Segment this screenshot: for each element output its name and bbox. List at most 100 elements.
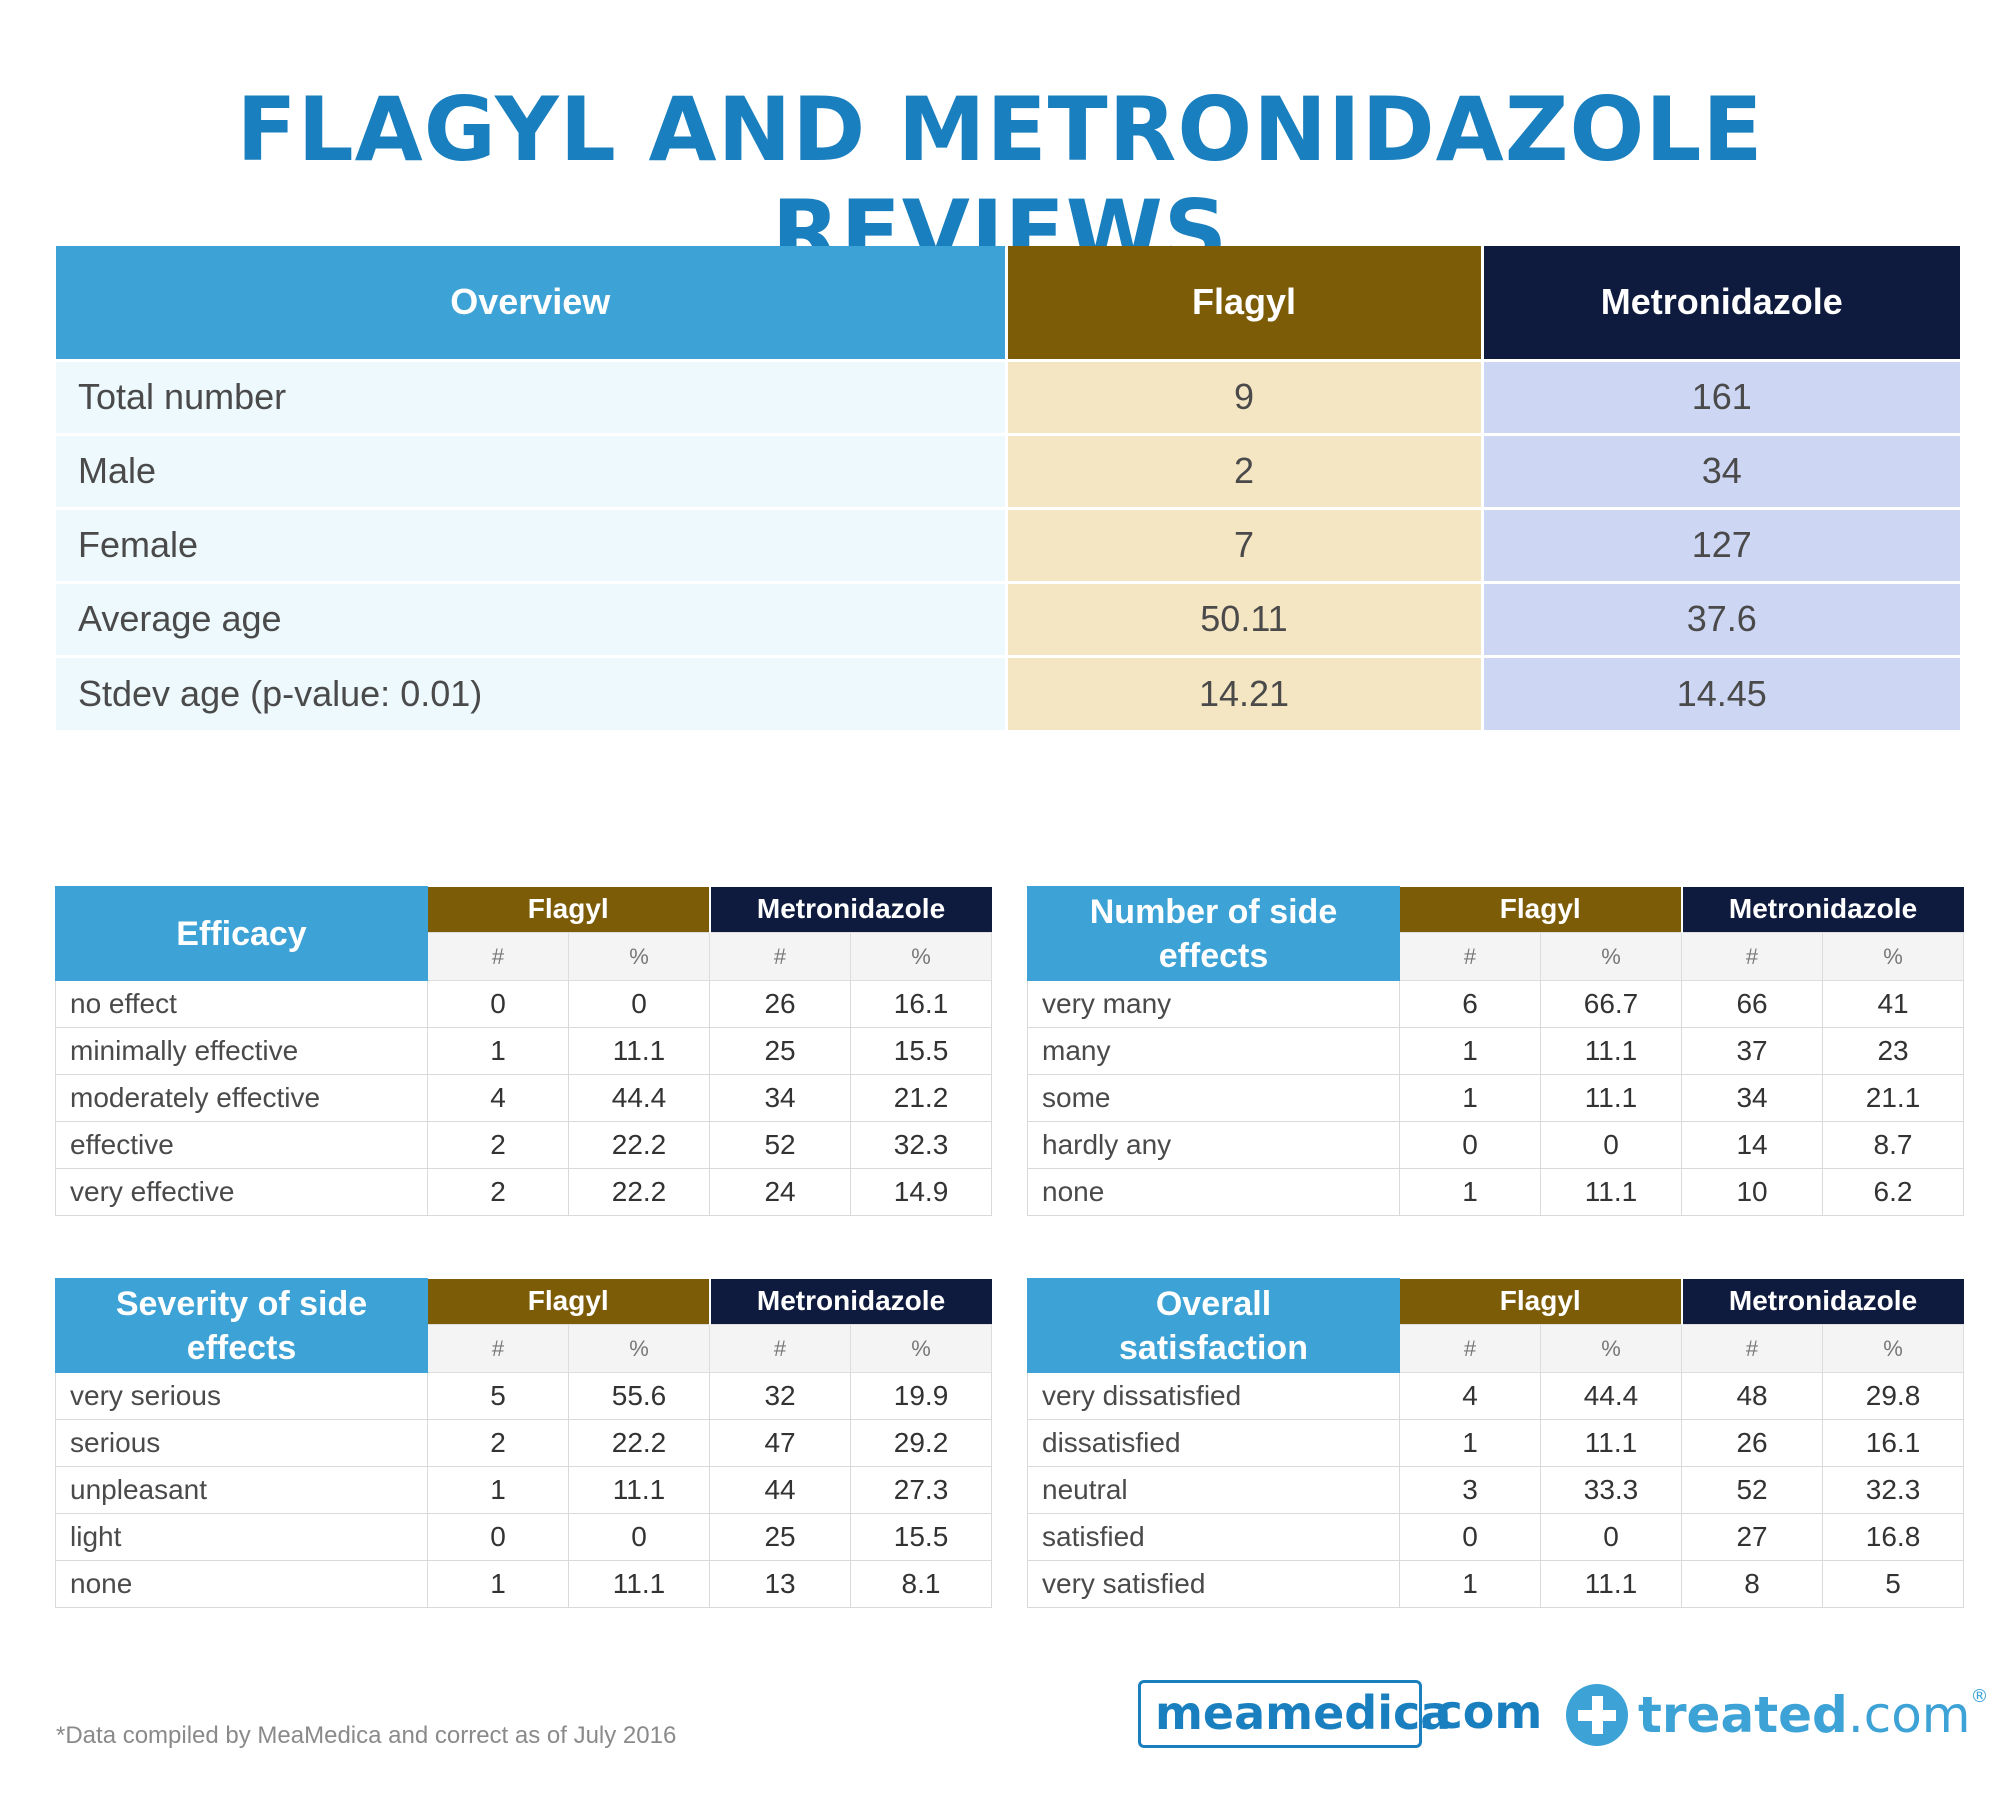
cell-value: 11.1	[1539, 1027, 1683, 1075]
row-label: dissatisfied	[1027, 1419, 1400, 1467]
flagyl-header: Flagyl	[427, 1278, 710, 1325]
cell-value: 0	[1399, 1121, 1541, 1169]
overall-satisfaction-table: Overall satisfaction Flagyl Metronidazole #…	[1027, 1278, 1965, 1608]
cell-value: 55.6	[567, 1372, 711, 1420]
cell-value: 2	[427, 1168, 569, 1216]
row-label: neutral	[1027, 1466, 1400, 1514]
number-of-side-effects-table: Number of side effects Flagyl Metronidazol…	[1027, 886, 1965, 1216]
overview-row-label: Average age	[56, 580, 1006, 656]
row-label: no effect	[55, 980, 428, 1028]
table-row: minimally effective 1 11.1 25 15.5	[55, 1027, 993, 1075]
table-row: none 1 11.1 10 6.2	[1027, 1168, 1965, 1216]
cell-value: 1	[1399, 1027, 1541, 1075]
cell-value: 1	[1399, 1168, 1541, 1216]
count-subheader: #	[709, 1324, 852, 1373]
row-label: very serious	[55, 1372, 428, 1420]
meamedica-logo-suffix: .com	[1418, 1685, 1543, 1739]
cell-value: 26	[709, 980, 852, 1028]
cell-value: 52	[709, 1121, 852, 1169]
meamedica-logo[interactable]: meamedica	[1138, 1680, 1451, 1748]
cell-value: 32.3	[1822, 1466, 1965, 1514]
table-header-row: Efficacy Flagyl Metronidazole	[55, 886, 992, 981]
table-row: very dissatisfied 4 44.4 48 29.8	[1027, 1372, 1965, 1420]
row-label: serious	[55, 1419, 428, 1467]
overview-flagyl-value: 9	[1004, 358, 1482, 434]
percent-subheader: %	[1539, 1324, 1683, 1373]
metronidazole-header: Metronidazole	[708, 886, 992, 933]
table-row: hardly any 0 0 14 8.7	[1027, 1121, 1965, 1169]
table-header-row: Number of side effects Flagyl Metronidazol…	[1027, 886, 1964, 981]
cell-value: 16.1	[850, 980, 993, 1028]
percent-subheader: %	[567, 1324, 711, 1373]
row-label: very dissatisfied	[1027, 1372, 1400, 1420]
cell-value: 1	[427, 1466, 569, 1514]
treated-logo[interactable]: treated.com®	[1566, 1680, 1989, 1750]
percent-subheader: %	[1822, 1324, 1965, 1373]
count-subheader: #	[1681, 932, 1824, 981]
cell-value: 14.9	[850, 1168, 993, 1216]
percent-subheader: %	[850, 932, 993, 981]
treated-logo-name: treated	[1638, 1686, 1848, 1744]
cell-value: 15.5	[850, 1027, 993, 1075]
cell-value: 6.2	[1822, 1168, 1965, 1216]
overview-table: Overview Flagyl Metronidazole Total numb…	[56, 246, 1960, 730]
overview-row-label: Female	[56, 506, 1006, 582]
plus-circle-icon	[1566, 1684, 1628, 1746]
cell-value: 21.2	[850, 1074, 993, 1122]
treated-logo-suffix: .com	[1847, 1686, 1971, 1744]
cell-value: 16.8	[1822, 1513, 1965, 1561]
treated-logo-text: treated.com®	[1638, 1686, 1989, 1744]
cell-value: 24	[709, 1168, 852, 1216]
count-subheader: #	[1399, 1324, 1541, 1373]
cell-value: 5	[427, 1372, 569, 1420]
registered-mark: ®	[1970, 1686, 1989, 1707]
cell-value: 27	[1681, 1513, 1824, 1561]
metronidazole-header: Metronidazole	[708, 1278, 992, 1325]
percent-subheader: %	[1822, 932, 1965, 981]
cell-value: 16.1	[1822, 1419, 1965, 1467]
table-row: neutral 3 33.3 52 32.3	[1027, 1466, 1965, 1514]
cell-value: 44	[709, 1466, 852, 1514]
cell-value: 29.2	[850, 1419, 993, 1467]
table-row: very serious 5 55.6 32 19.9	[55, 1372, 993, 1420]
count-subheader: #	[427, 932, 569, 981]
cell-value: 32	[709, 1372, 852, 1420]
table-category-label: Efficacy	[55, 886, 428, 981]
row-label: very many	[1027, 980, 1400, 1028]
cell-value: 1	[1399, 1074, 1541, 1122]
cell-value: 66.7	[1539, 980, 1683, 1028]
cell-value: 8.7	[1822, 1121, 1965, 1169]
cell-value: 4	[427, 1074, 569, 1122]
severity-of-side-effects-table: Severity of side effects Flagyl Metronidaz…	[55, 1278, 993, 1608]
cell-value: 32.3	[850, 1121, 993, 1169]
overview-flagyl-value: 50.11	[1004, 580, 1482, 656]
overview-header-label: Overview	[56, 246, 1006, 360]
row-label: moderately effective	[55, 1074, 428, 1122]
overview-row: Stdev age (p-value: 0.01) 14.21 14.45	[56, 654, 1960, 730]
table-subheader-row: #% #%	[56, 932, 993, 981]
efficacy-table: Efficacy Flagyl Metronidazole #% #% no effect…	[55, 886, 993, 1216]
table-category-label: Overall satisfaction	[1027, 1278, 1400, 1373]
row-label: minimally effective	[55, 1027, 428, 1075]
table-row: satisfied 0 0 27 16.8	[1027, 1513, 1965, 1561]
overview-flagyl-value: 14.21	[1004, 654, 1482, 730]
flagyl-header: Flagyl	[427, 886, 710, 933]
cell-value: 23	[1822, 1027, 1965, 1075]
row-label: very satisfied	[1027, 1560, 1400, 1608]
overview-metronidazole-value: 14.45	[1480, 654, 1960, 730]
cell-value: 0	[1539, 1513, 1683, 1561]
table-row: light 0 0 25 15.5	[55, 1513, 993, 1561]
cell-value: 4	[1399, 1372, 1541, 1420]
row-label: none	[55, 1560, 428, 1608]
cell-value: 34	[709, 1074, 852, 1122]
cell-value: 11.1	[1539, 1074, 1683, 1122]
count-subheader: #	[709, 932, 852, 981]
table-row: effective 2 22.2 52 32.3	[55, 1121, 993, 1169]
table-row: very many 6 66.7 66 41	[1027, 980, 1965, 1028]
cell-value: 11.1	[1539, 1168, 1683, 1216]
percent-subheader: %	[850, 1324, 993, 1373]
cell-value: 19.9	[850, 1372, 993, 1420]
metronidazole-header: Metronidazole	[1680, 1278, 1964, 1325]
cell-value: 3	[1399, 1466, 1541, 1514]
cell-value: 6	[1399, 980, 1541, 1028]
